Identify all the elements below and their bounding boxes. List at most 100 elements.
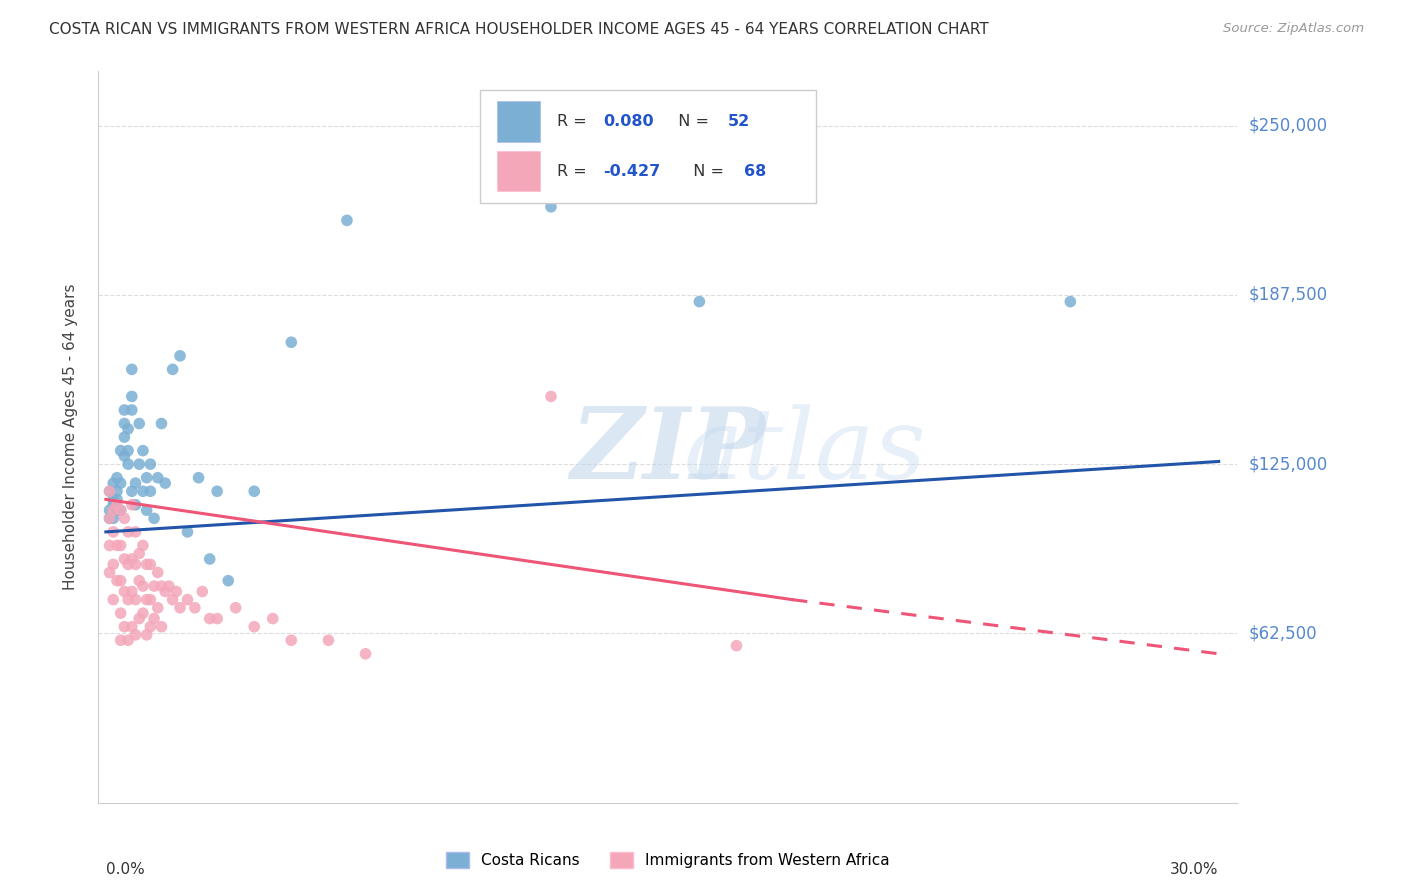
Point <box>132 606 155 620</box>
Point <box>318 633 340 648</box>
Point <box>225 600 247 615</box>
Point <box>150 620 173 634</box>
Point <box>112 430 135 444</box>
Point <box>112 417 135 431</box>
Point <box>117 443 139 458</box>
Point <box>205 484 228 499</box>
Point <box>117 558 139 572</box>
Point <box>110 633 132 648</box>
Point <box>187 471 209 485</box>
Text: 52: 52 <box>728 114 751 128</box>
Point <box>112 511 135 525</box>
Point <box>146 566 169 580</box>
Point <box>139 620 162 634</box>
Point <box>135 558 157 572</box>
Point <box>243 484 266 499</box>
Point <box>336 213 359 227</box>
Text: ZIP: ZIP <box>571 403 765 500</box>
Text: N =: N = <box>668 114 714 128</box>
Point <box>98 566 121 580</box>
Point <box>98 484 121 499</box>
Point <box>280 335 302 350</box>
Text: R =: R = <box>557 114 592 128</box>
Point <box>139 592 162 607</box>
Point <box>98 511 121 525</box>
Point <box>112 403 135 417</box>
Point <box>110 538 132 552</box>
Point <box>143 579 166 593</box>
Text: 30.0%: 30.0% <box>1170 863 1219 878</box>
Point <box>98 503 121 517</box>
Point <box>124 558 146 572</box>
Point <box>128 547 150 561</box>
Point <box>110 606 132 620</box>
Text: -0.427: -0.427 <box>603 164 661 178</box>
FancyBboxPatch shape <box>498 102 540 142</box>
Point <box>157 579 180 593</box>
Point <box>124 498 146 512</box>
Text: R =: R = <box>557 164 592 178</box>
Point <box>105 484 128 499</box>
Point <box>117 422 139 436</box>
Point <box>1059 294 1081 309</box>
Point <box>132 538 155 552</box>
Point <box>103 498 125 512</box>
Point <box>540 389 562 403</box>
Point <box>124 524 146 539</box>
Point <box>198 552 221 566</box>
Point <box>117 457 139 471</box>
Text: atlas: atlas <box>683 404 927 500</box>
Point <box>105 471 128 485</box>
Point <box>135 592 157 607</box>
Point <box>103 476 125 491</box>
Point <box>146 471 169 485</box>
Point <box>132 443 155 458</box>
Point <box>162 592 184 607</box>
Point <box>162 362 184 376</box>
Point <box>688 294 710 309</box>
Point <box>112 584 135 599</box>
Point <box>105 538 128 552</box>
Point <box>165 584 187 599</box>
Point <box>124 628 146 642</box>
Legend: Costa Ricans, Immigrants from Western Africa: Costa Ricans, Immigrants from Western Af… <box>446 853 890 868</box>
Point <box>112 552 135 566</box>
Point <box>146 600 169 615</box>
Point <box>176 592 198 607</box>
Point <box>135 503 157 517</box>
Point <box>139 457 162 471</box>
Point <box>725 639 748 653</box>
Point <box>110 503 132 517</box>
Point <box>117 592 139 607</box>
Point <box>110 476 132 491</box>
Point <box>98 484 121 499</box>
Text: $187,500: $187,500 <box>1249 285 1327 304</box>
Point <box>205 611 228 625</box>
Point <box>128 611 150 625</box>
Point <box>280 633 302 648</box>
Point <box>153 476 176 491</box>
Point <box>103 511 125 525</box>
Point <box>105 498 128 512</box>
Point <box>110 574 132 588</box>
Point <box>143 611 166 625</box>
Point <box>128 457 150 471</box>
Point <box>262 611 284 625</box>
Point <box>184 600 207 615</box>
Point <box>540 200 562 214</box>
Point <box>112 449 135 463</box>
Point <box>143 511 166 525</box>
Text: 0.080: 0.080 <box>603 114 654 128</box>
Point <box>121 484 143 499</box>
Point <box>169 349 191 363</box>
Point <box>105 492 128 507</box>
Point <box>243 620 266 634</box>
Text: N =: N = <box>683 164 728 178</box>
Text: Source: ZipAtlas.com: Source: ZipAtlas.com <box>1223 22 1364 36</box>
Point <box>110 443 132 458</box>
Point <box>103 492 125 507</box>
Point <box>132 579 155 593</box>
Point <box>121 620 143 634</box>
Point <box>128 574 150 588</box>
Point <box>103 592 125 607</box>
